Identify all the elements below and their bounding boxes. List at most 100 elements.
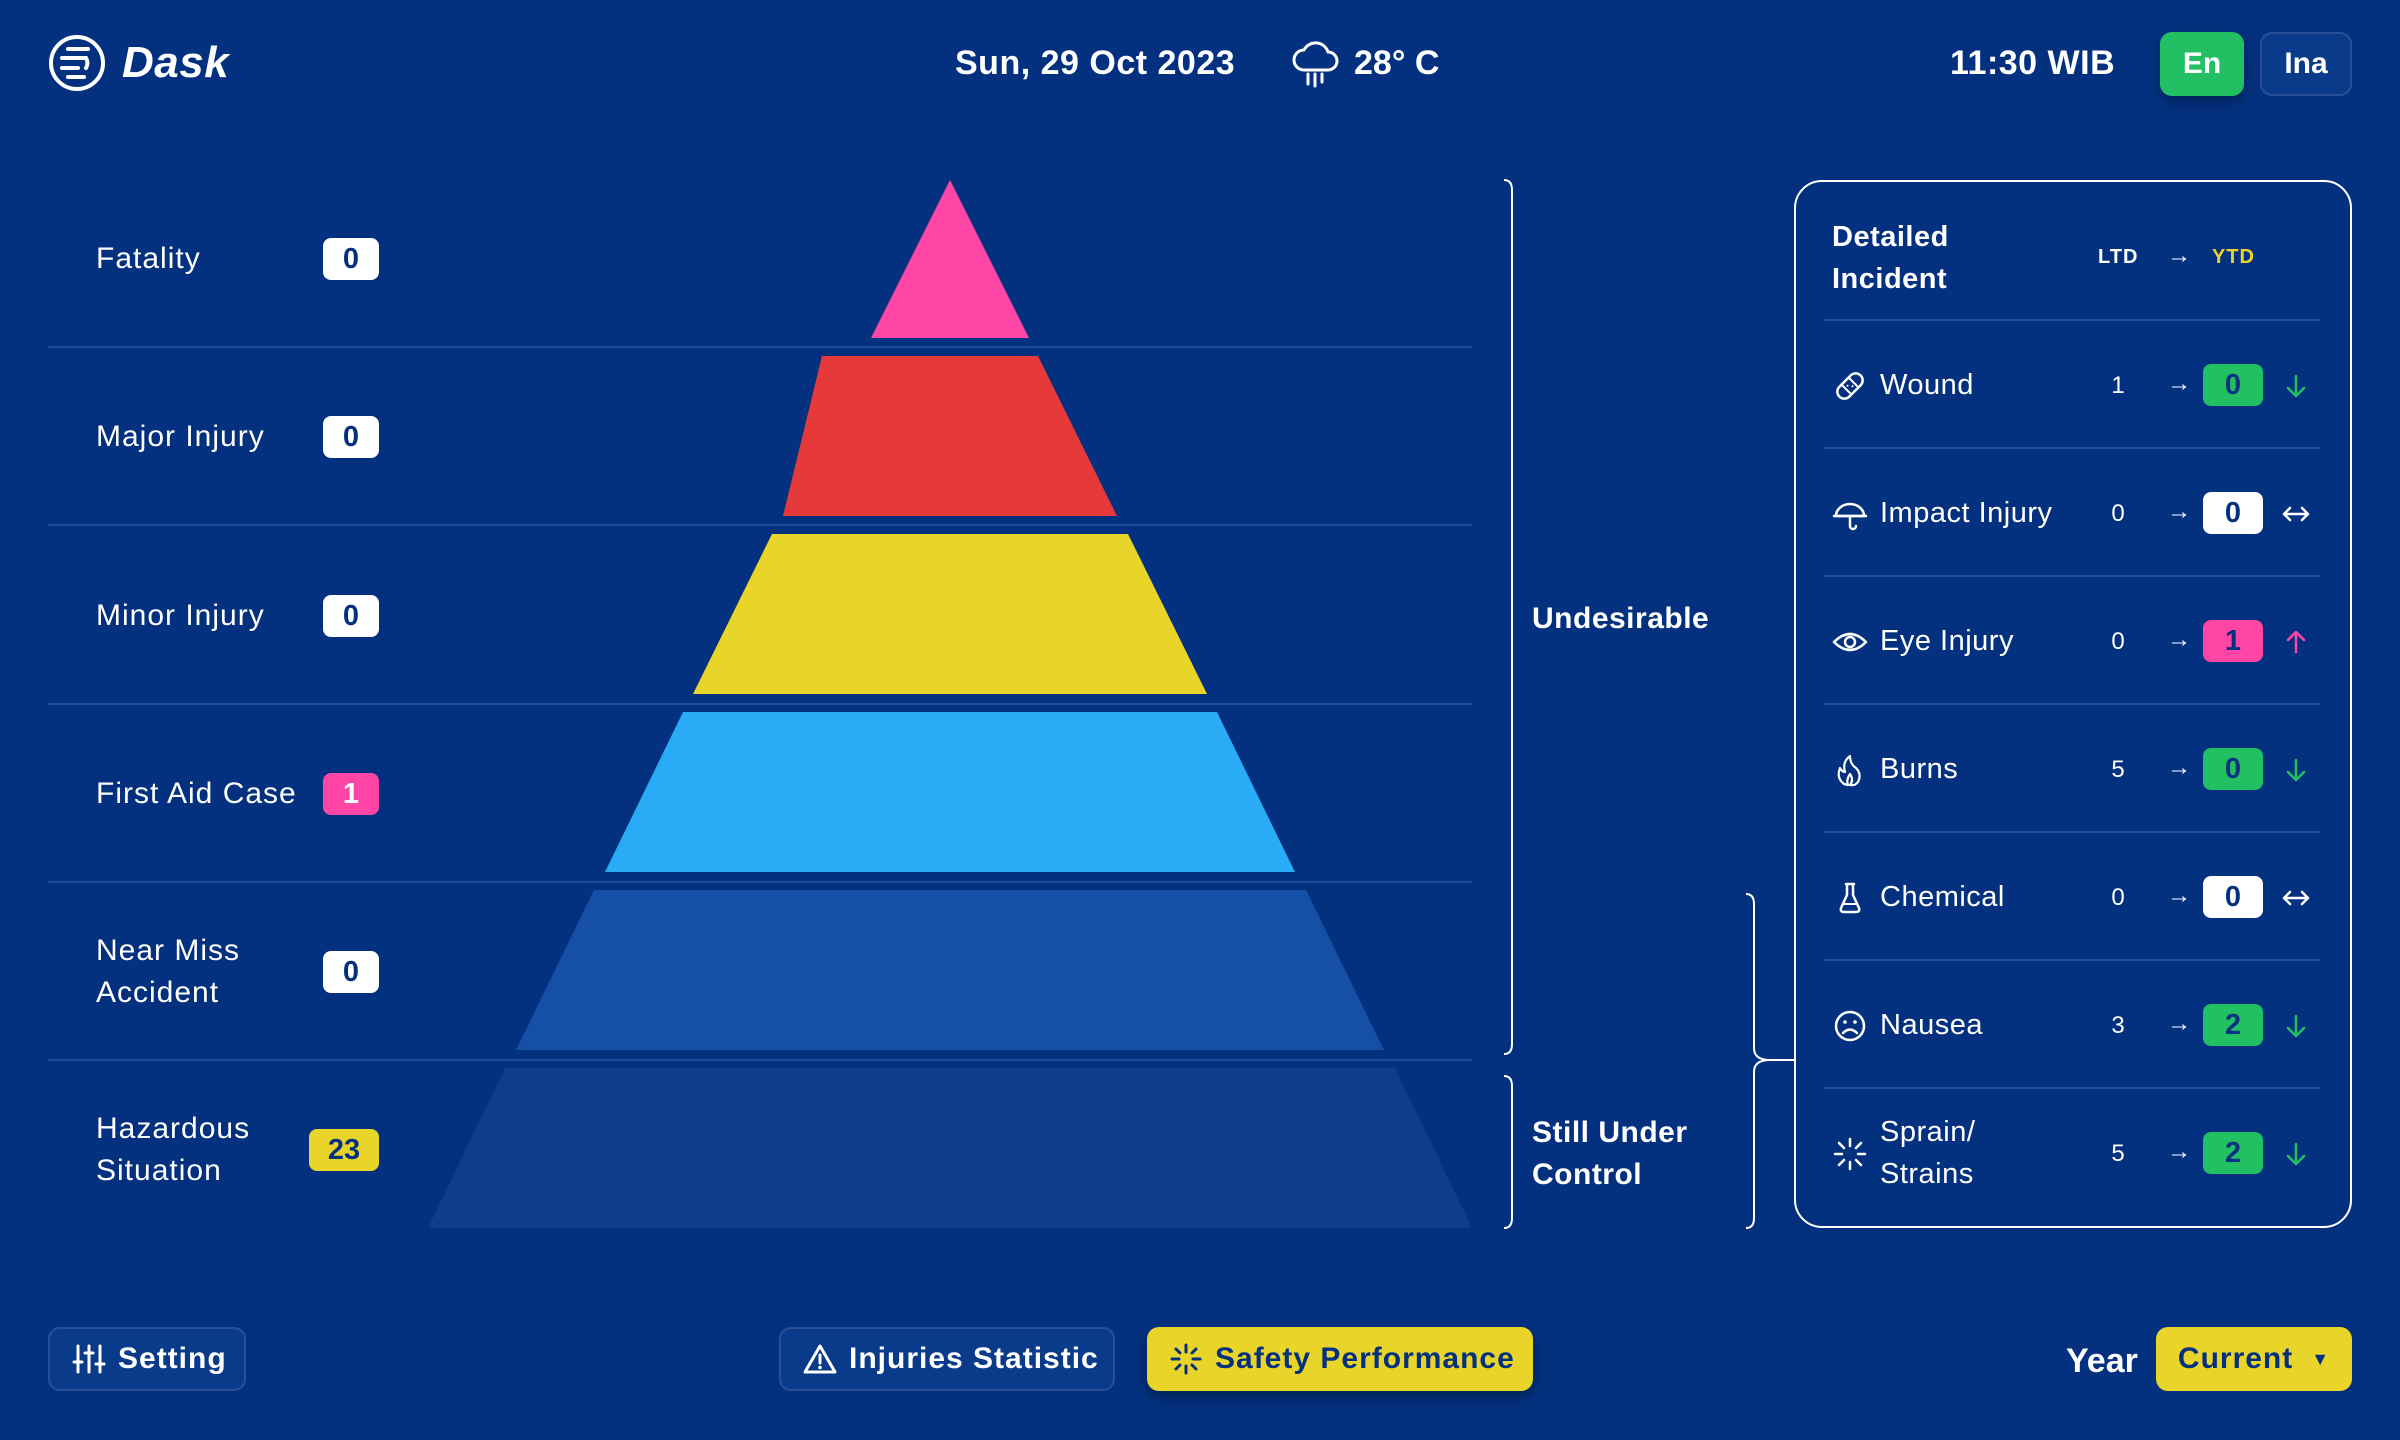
current-date: Sun, 29 Oct 2023 xyxy=(955,44,1236,82)
trend-flat-icon xyxy=(2282,890,2310,906)
trend-flat-icon xyxy=(2282,506,2310,522)
panel-divider xyxy=(1824,319,2320,321)
language-en-button[interactable]: En xyxy=(2160,32,2244,96)
incident-ytd-nausea: 2 xyxy=(2203,1004,2263,1046)
pyramid-level-fatality xyxy=(871,180,1029,338)
pyramid-level-near-miss xyxy=(516,890,1384,1050)
level-count-minor-injury: 0 xyxy=(323,595,379,637)
app-logo: Dask xyxy=(48,34,229,92)
current-time: 11:30 WIB xyxy=(1950,44,2116,82)
level-count-first-aid: 1 xyxy=(323,773,379,815)
incident-label-burns: Burns xyxy=(1880,753,1959,785)
pyramid-level-first-aid xyxy=(605,712,1295,872)
incident-label-sprain: Sprain/ Strains xyxy=(1880,1116,1976,1190)
column-arrow-icon: → xyxy=(2167,242,2191,269)
undesirable-label: Undesirable xyxy=(1532,602,1710,635)
safety-performance-label: Safety Performance xyxy=(1215,1342,1515,1375)
incident-ltd-eye: 0 xyxy=(2111,628,2125,655)
incident-ltd-chemical: 0 xyxy=(2111,884,2125,911)
bandage-icon xyxy=(1836,372,1864,400)
incident-label-chemical: Chemical xyxy=(1880,881,2005,913)
row-divider xyxy=(48,346,1472,348)
level-label-hazardous: Hazardous Situation xyxy=(96,1112,251,1187)
burst-icon xyxy=(1833,1137,1867,1171)
chevron-down-icon: ▼ xyxy=(2311,1348,2331,1369)
incident-ytd-sprain: 2 xyxy=(2203,1132,2263,1174)
trend-up-icon xyxy=(2286,630,2306,654)
level-label-minor-injury: Minor Injury xyxy=(96,599,265,632)
level-count-major-injury: 0 xyxy=(323,416,379,458)
incident-ltd-sprain: 5 xyxy=(2111,1140,2125,1167)
row-divider xyxy=(48,524,1472,526)
flame-icon xyxy=(1837,754,1861,787)
row-arrow-icon: → xyxy=(2167,498,2191,525)
row-divider xyxy=(48,703,1472,705)
panel-divider xyxy=(1824,703,2320,705)
row-arrow-icon: → xyxy=(2167,882,2191,909)
frown-icon xyxy=(1834,1010,1866,1042)
incident-ltd-impact: 0 xyxy=(2111,500,2125,527)
pyramid-level-minor-injury xyxy=(693,534,1207,694)
pyramid-level-hazardous xyxy=(428,1068,1472,1228)
panel-divider xyxy=(1824,1087,2320,1089)
level-label-major-injury: Major Injury xyxy=(96,420,265,453)
row-arrow-icon: → xyxy=(2167,754,2191,781)
injuries-statistic-tab[interactable]: Injuries Statistic xyxy=(779,1327,1115,1391)
row-divider xyxy=(48,881,1472,883)
incident-label-wound: Wound xyxy=(1880,369,1974,401)
trend-down-icon xyxy=(2286,374,2306,398)
setting-button[interactable]: Setting xyxy=(48,1327,246,1391)
incident-ltd-wound: 1 xyxy=(2111,372,2125,399)
control-label: Still Under Control xyxy=(1532,1116,1688,1191)
row-arrow-icon: → xyxy=(2167,626,2191,653)
incident-ytd-impact: 0 xyxy=(2203,492,2263,534)
panel-divider xyxy=(1824,575,2320,577)
incident-ytd-burns: 0 xyxy=(2203,748,2263,790)
row-arrow-icon: → xyxy=(2167,370,2191,397)
sliders-icon xyxy=(72,1344,106,1374)
trend-down-icon xyxy=(2286,1142,2306,1166)
flask-icon xyxy=(1839,882,1861,914)
year-value: Current xyxy=(2177,1342,2294,1375)
column-ytd: YTD xyxy=(2212,246,2255,268)
app-name: Dask xyxy=(122,38,230,87)
trend-down-icon xyxy=(2286,758,2306,782)
level-label-first-aid: First Aid Case xyxy=(96,777,297,810)
column-ltd: LTD xyxy=(2098,246,2139,268)
level-count-hazardous: 23 xyxy=(309,1129,379,1171)
language-ina-button[interactable]: Ina xyxy=(2260,32,2352,96)
eye-icon xyxy=(1832,632,1868,652)
incident-ytd-chemical: 0 xyxy=(2203,876,2263,918)
level-label-fatality: Fatality xyxy=(96,242,201,275)
setting-label: Setting xyxy=(118,1342,227,1375)
temperature: 28° C xyxy=(1354,43,1440,82)
incident-ytd-wound: 0 xyxy=(2203,364,2263,406)
safety-performance-tab[interactable]: Safety Performance xyxy=(1147,1327,1533,1391)
panel-connector-bracket xyxy=(1745,893,1794,1229)
panel-divider xyxy=(1824,959,2320,961)
row-divider xyxy=(48,1059,1472,1061)
panel-divider xyxy=(1824,447,2320,449)
sparkle-icon xyxy=(1170,1343,1202,1375)
incident-label-impact: Impact Injury xyxy=(1880,497,2053,529)
weather-widget: 28° C xyxy=(1290,38,1439,88)
panel-divider xyxy=(1824,831,2320,833)
year-label: Year xyxy=(2066,1342,2138,1380)
panel-title: Detailed Incident xyxy=(1832,221,1949,295)
incident-ltd-nausea: 3 xyxy=(2111,1012,2125,1039)
pyramid-level-major-injury xyxy=(783,356,1117,516)
row-arrow-icon: → xyxy=(2167,1010,2191,1037)
cloud-rain-icon xyxy=(1292,41,1339,88)
trend-down-icon xyxy=(2286,1014,2306,1038)
detailed-incident-panel xyxy=(1794,180,2352,1228)
level-count-near-miss: 0 xyxy=(323,951,379,993)
incident-ltd-burns: 5 xyxy=(2111,756,2125,783)
row-arrow-icon: → xyxy=(2167,1138,2191,1165)
undesirable-bracket xyxy=(1503,179,1513,1055)
year-select[interactable]: Current ▼ xyxy=(2156,1327,2352,1391)
dask-logo-icon xyxy=(49,35,105,91)
level-count-fatality: 0 xyxy=(323,238,379,280)
control-bracket xyxy=(1503,1075,1513,1229)
level-label-near-miss: Near Miss Accident xyxy=(96,934,241,1009)
